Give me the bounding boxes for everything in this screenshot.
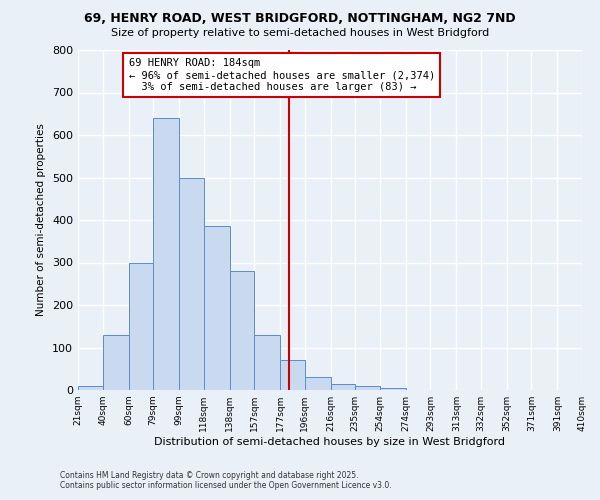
Text: 69, HENRY ROAD, WEST BRIDGFORD, NOTTINGHAM, NG2 7ND: 69, HENRY ROAD, WEST BRIDGFORD, NOTTINGH…: [84, 12, 516, 26]
Bar: [254, 335, 280, 390]
Bar: [179, 178, 203, 390]
Y-axis label: Number of semi-detached properties: Number of semi-detached properties: [37, 124, 46, 316]
Text: 69 HENRY ROAD: 184sqm
← 96% of semi-detached houses are smaller (2,374)
  3% of : 69 HENRY ROAD: 184sqm ← 96% of semi-deta…: [128, 58, 435, 92]
Bar: [128, 262, 153, 390]
Bar: [78, 386, 103, 390]
Bar: [230, 271, 254, 390]
Bar: [331, 384, 355, 390]
Text: Contains HM Land Registry data © Crown copyright and database right 2025.
Contai: Contains HM Land Registry data © Crown c…: [60, 470, 392, 490]
Bar: [380, 388, 406, 390]
Bar: [203, 226, 230, 390]
X-axis label: Distribution of semi-detached houses by size in West Bridgford: Distribution of semi-detached houses by …: [155, 437, 505, 447]
Text: Size of property relative to semi-detached houses in West Bridgford: Size of property relative to semi-detach…: [111, 28, 489, 38]
Bar: [305, 378, 331, 390]
Bar: [355, 386, 380, 390]
Bar: [153, 118, 179, 390]
Bar: [280, 360, 305, 390]
Bar: [103, 335, 128, 390]
